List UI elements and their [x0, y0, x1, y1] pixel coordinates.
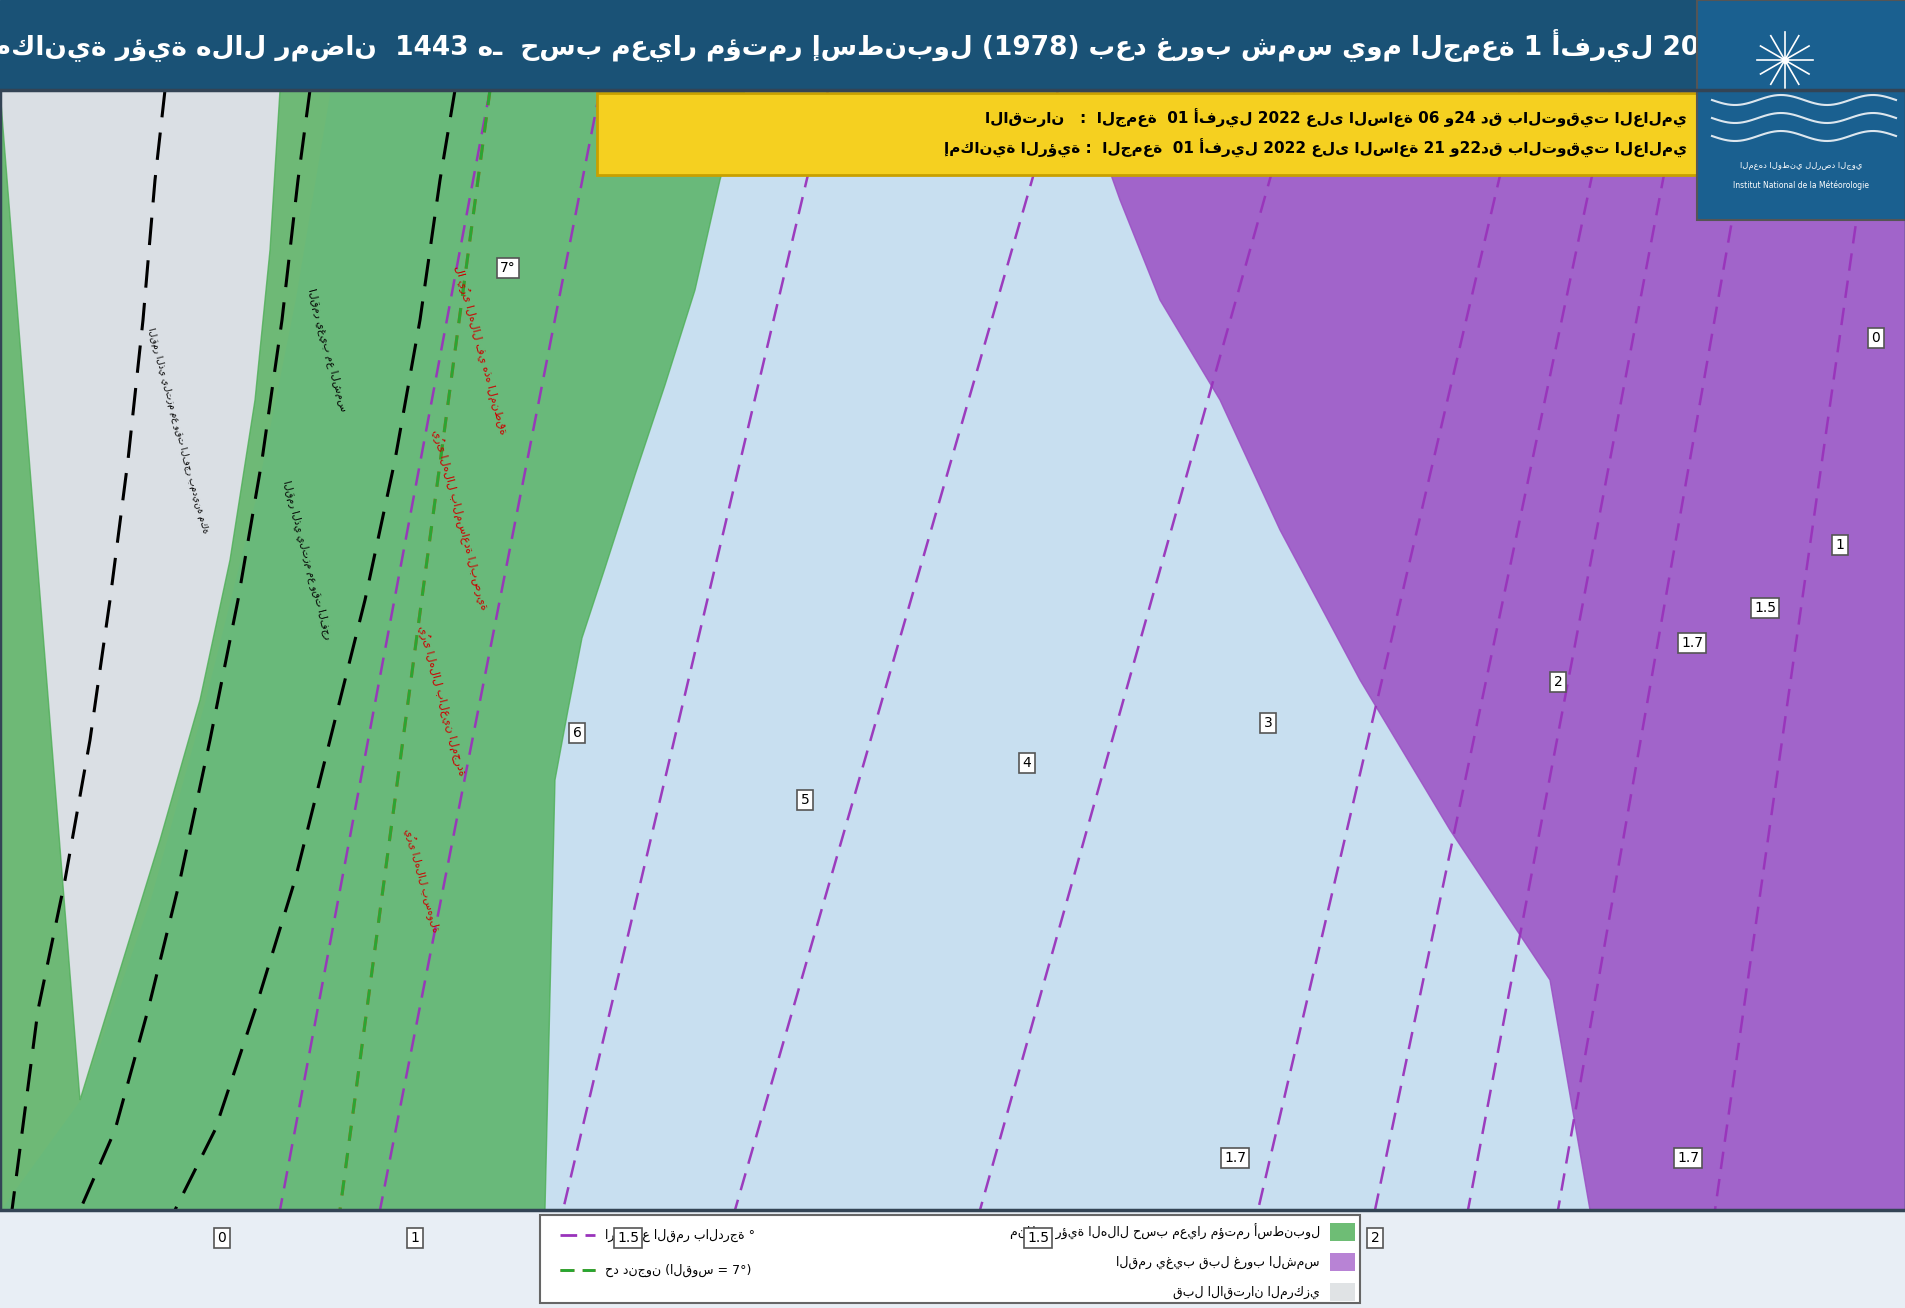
- Text: ارتفاع القمر بالدرجة °: ارتفاع القمر بالدرجة °: [604, 1228, 754, 1241]
- Text: القمر الذي يلتزم مع وقت الفجر: القمر الذي يلتزم مع وقت الفجر: [282, 479, 335, 641]
- Text: الاقتران   :  الجمعة  01 أفريل 2022 على الساعة 06 و24 دق بالتوقيت العالمي: الاقتران : الجمعة 01 أفريل 2022 على السا…: [985, 109, 1686, 128]
- Text: 2: 2: [1370, 1231, 1379, 1245]
- Text: 1.7: 1.7: [1680, 636, 1701, 650]
- Text: 1: 1: [1835, 538, 1844, 552]
- Polygon shape: [0, 90, 745, 1210]
- Text: 1: 1: [410, 1231, 419, 1245]
- Text: يُرى الهلال بالعين المجردة: يُرى الهلال بالعين المجردة: [415, 624, 467, 777]
- Bar: [1330, 1223, 1354, 1241]
- Text: 7°: 7°: [499, 262, 516, 275]
- Bar: [1330, 1253, 1354, 1271]
- Text: 4: 4: [1023, 756, 1031, 770]
- Text: 5: 5: [800, 793, 810, 807]
- Text: القمر الذي يلتزم مع وقت الفجر بمدينة مكة: القمر الذي يلتزم مع وقت الفجر بمدينة مكة: [147, 326, 210, 534]
- Bar: [1330, 1283, 1354, 1301]
- Text: حد دنجون (القوس = 7°): حد دنجون (القوس = 7°): [604, 1264, 751, 1277]
- Text: 0: 0: [217, 1231, 227, 1245]
- Polygon shape: [1080, 90, 1905, 1210]
- Bar: [0, 90, 1905, 1210]
- Text: إمكانية الرؤية :  الجمعة  01 أفريل 2022 على الساعة 21 و22دق بالتوقيت العالمي: إمكانية الرؤية : الجمعة 01 أفريل 2022 عل…: [943, 139, 1686, 157]
- Text: 1.5: 1.5: [1027, 1231, 1048, 1245]
- Bar: [539, 1215, 1360, 1303]
- Text: مناطق إمكانية رؤية هلال رمضان  1443 هـ  حسب معيار مؤتمر إسطنبول (1978) بعد غروب : مناطق إمكانية رؤية هلال رمضان 1443 هـ حس…: [0, 29, 1905, 61]
- Text: القمر يغيب قبل غروب الشمس: القمر يغيب قبل غروب الشمس: [1116, 1256, 1320, 1269]
- Text: يُرى الهلال بسهولة: يُرى الهلال بسهولة: [402, 827, 442, 934]
- Text: يُرى الهلال بالمساعدة البصرية: يُرى الهلال بالمساعدة البصرية: [431, 429, 490, 612]
- Bar: [0, 1210, 1905, 1308]
- Text: 0: 0: [1871, 331, 1880, 345]
- Text: Institut National de la Météorologie: Institut National de la Météorologie: [1732, 181, 1869, 190]
- Bar: [596, 93, 1695, 175]
- Text: 1.5: 1.5: [617, 1231, 638, 1245]
- Text: 2: 2: [1553, 675, 1562, 689]
- Text: لا يُرى الهلال في هذه المنطقة: لا يُرى الهلال في هذه المنطقة: [451, 264, 509, 436]
- Text: 3: 3: [1263, 715, 1273, 730]
- Polygon shape: [0, 90, 330, 1210]
- Text: القمر يغيب مع الشمس: القمر يغيب مع الشمس: [307, 288, 349, 412]
- Bar: [0, 90, 1905, 1210]
- Bar: [0, 0, 1905, 90]
- Text: 6: 6: [572, 726, 581, 740]
- Bar: [1695, 0, 1905, 220]
- Text: قبل الاقتران المركزي: قبل الاقتران المركزي: [1172, 1286, 1320, 1299]
- Text: 1.7: 1.7: [1676, 1151, 1697, 1165]
- Text: مناطق رؤية الهلال حسب معيار مؤتمر أسطنبول: مناطق رؤية الهلال حسب معيار مؤتمر أسطنبو…: [1010, 1224, 1320, 1240]
- Text: 1.5: 1.5: [1753, 600, 1775, 615]
- Text: المعهد الوطني للرصد الجوي: المعهد الوطني للرصد الجوي: [1739, 161, 1861, 170]
- Text: 1.7: 1.7: [1223, 1151, 1246, 1165]
